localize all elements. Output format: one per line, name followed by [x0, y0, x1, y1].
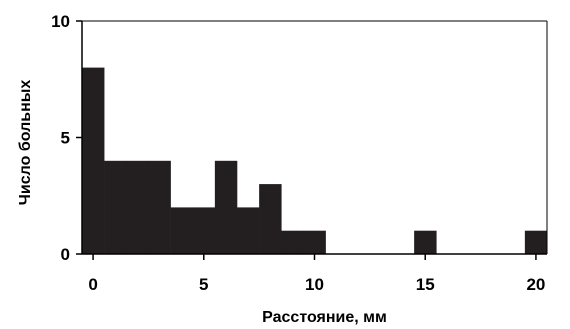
- x-tick-label: 20: [526, 275, 545, 294]
- x-ticks: 0 5 10 15 20: [88, 254, 545, 294]
- histogram-bar: [192, 207, 216, 254]
- histogram-bar: [104, 160, 127, 254]
- histogram-bar: [214, 160, 238, 254]
- y-tick-label: 0: [61, 245, 70, 264]
- x-tick-label: 15: [416, 275, 435, 294]
- x-tick-label: 10: [305, 275, 324, 294]
- histogram-bar: [303, 230, 326, 254]
- histogram-bars: [82, 67, 548, 254]
- y-axis-title: Число больных: [17, 80, 34, 206]
- x-tick-label: 5: [199, 275, 208, 294]
- x-tick-label: 0: [88, 275, 97, 294]
- histogram-bar: [281, 230, 304, 254]
- histogram-bar: [259, 184, 282, 254]
- histogram-bar: [82, 67, 105, 254]
- x-axis-title: Расстояние, мм: [262, 309, 387, 326]
- histogram-bar: [237, 207, 260, 254]
- histogram-bar: [524, 230, 548, 254]
- histogram-bar: [414, 230, 437, 254]
- y-tick-label: 5: [61, 129, 70, 148]
- histogram-bar: [126, 160, 149, 254]
- histogram-bar: [148, 160, 171, 254]
- histogram-bar: [170, 207, 194, 254]
- y-tick-label: 10: [51, 12, 70, 31]
- y-ticks: 0 5 10: [51, 12, 82, 264]
